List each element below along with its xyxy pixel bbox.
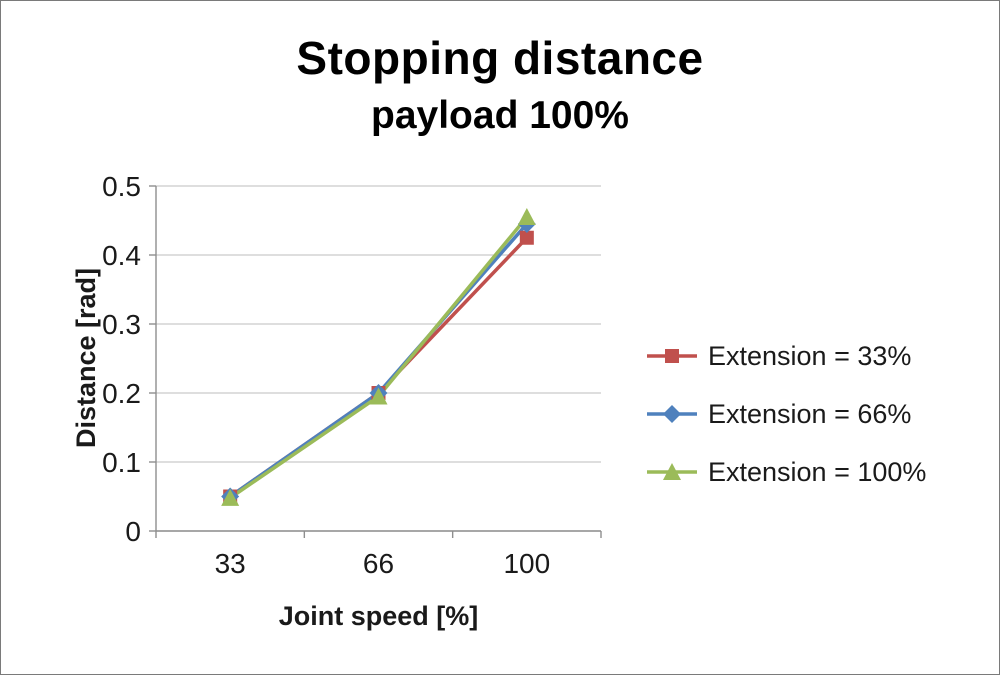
svg-text:0.2: 0.2 <box>102 378 141 409</box>
legend-marker-square-icon <box>647 349 697 363</box>
legend-label: Extension = 100% <box>708 456 927 487</box>
chart-title: Stopping distance <box>296 32 704 84</box>
legend-entry: Extension = 66% <box>646 399 926 429</box>
legend-marker-triangle-icon <box>647 463 697 480</box>
svg-text:33: 33 <box>215 548 246 579</box>
x-axis-title: Joint speed [%] <box>278 601 479 631</box>
legend: Extension = 33% Extension = 66% Extensio… <box>646 341 926 487</box>
legend-label: Extension = 66% <box>708 398 912 429</box>
chart-subtitle: payload 100% <box>371 94 629 137</box>
legend-label: Extension = 33% <box>708 340 912 371</box>
svg-text:0.5: 0.5 <box>102 171 141 202</box>
legend-entry: Extension = 100% <box>646 457 926 487</box>
legend-entry: Extension = 33% <box>646 341 926 371</box>
svg-text:0.4: 0.4 <box>102 240 141 271</box>
svg-text:66: 66 <box>363 548 394 579</box>
svg-text:100: 100 <box>503 548 550 579</box>
svg-text:0.1: 0.1 <box>102 447 141 478</box>
svg-text:0.3: 0.3 <box>102 309 141 340</box>
svg-text:0: 0 <box>125 516 141 547</box>
y-axis-title: Distance [rad] <box>71 267 101 449</box>
legend-marker-diamond-icon <box>647 405 697 423</box>
